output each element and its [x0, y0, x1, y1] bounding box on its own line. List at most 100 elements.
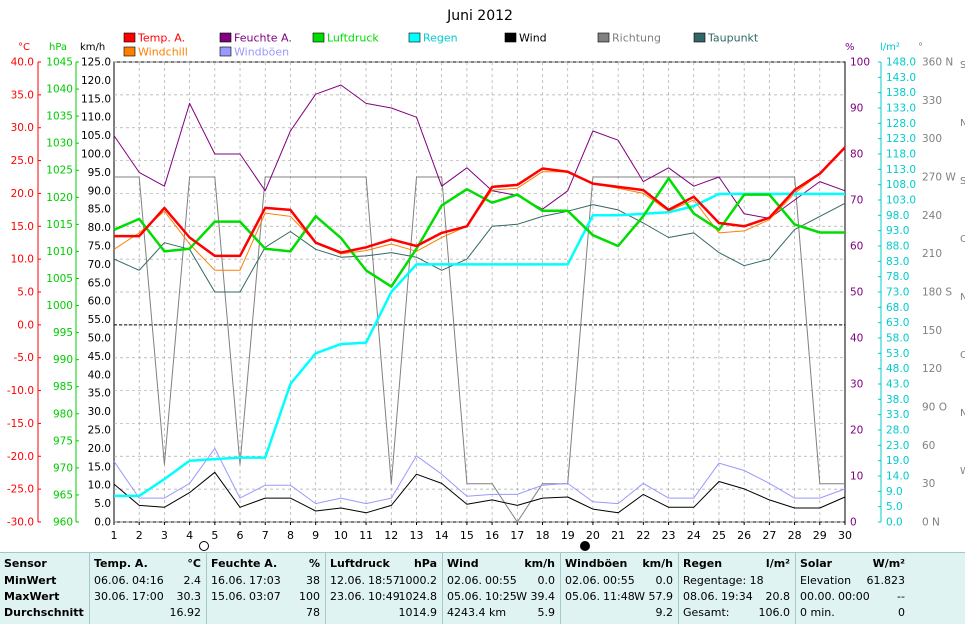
- legend-swatch: [597, 32, 610, 43]
- humidity-tick-label: 80: [850, 149, 863, 161]
- temp-tick-label: 15.0: [11, 221, 34, 233]
- rain-tick-label: 43.0: [886, 379, 909, 391]
- rain-tick-label: 138.0: [886, 87, 916, 99]
- stats-solar-elevation: 61.823: [866, 574, 906, 587]
- rain-tick-label: 48.0: [886, 363, 909, 375]
- stats-wind-max-time: 10:25: [485, 590, 517, 603]
- pressure-tick-label: 965: [53, 489, 73, 501]
- legend-label: Wind: [519, 32, 547, 45]
- direction-tick-label: 180 S: [922, 287, 952, 299]
- x-tick-label: 26: [737, 529, 751, 542]
- temp-tick-label: 30.0: [11, 122, 34, 134]
- stats-humidity-unit: %: [308, 557, 320, 570]
- stats-humidity-header: Feuchte A.: [211, 557, 278, 570]
- stats-pressure-max-time: 10:49: [368, 590, 400, 603]
- stats-solar-min-value: 0: [898, 606, 905, 619]
- temp-tick-label: -10.0: [7, 385, 34, 397]
- wind-tick-label: 0.0: [94, 517, 111, 529]
- temp-tick-label: -5.0: [14, 352, 35, 364]
- stats-temp-unit: °C: [187, 557, 201, 570]
- stats-col-temp: Temp. A. °C 06.06. 04:16 2.4 30.06. 17:00 30.…: [89, 553, 207, 624]
- direction-tick-label: 150: [922, 325, 942, 337]
- pressure-tick-label: 970: [53, 462, 73, 474]
- rain-tick-label: 78.0: [886, 271, 909, 283]
- stats-humidity-min-value: 38: [306, 574, 320, 587]
- wind-tick-label: 105.0: [81, 130, 111, 142]
- stats-col-rain: Regen l/m² Regentage: 18 08.06. 19:34 20.8 …: [678, 553, 796, 624]
- stats-wind-max-date: 05.06.: [447, 590, 482, 603]
- rain-tick-label: 83.0: [886, 256, 909, 268]
- rain-tick-label: 118.0: [886, 149, 916, 161]
- legend-label: Windböen: [234, 46, 289, 59]
- x-tick-label: 13: [409, 529, 423, 542]
- legend-swatch: [123, 32, 136, 43]
- stats-pressure-min-date: 12.06.: [330, 574, 365, 587]
- stats-temp-min-value: 2.4: [183, 574, 202, 587]
- x-tick-label: 6: [237, 529, 244, 542]
- x-tick-label: 4: [186, 529, 193, 542]
- stats-humidity-min-date: 16.06.: [211, 574, 246, 587]
- pressure-tick-label: 1000: [46, 300, 73, 312]
- wind-tick-label: 50.0: [88, 333, 111, 345]
- stats-temp-min-date: 06.06.: [94, 574, 129, 587]
- direction-tick-label: 30: [922, 478, 935, 490]
- stats-gust-min-value: 0.0: [655, 574, 674, 587]
- stats-gust-min-time: 00:55: [603, 574, 635, 587]
- wind-tick-label: 5.0: [94, 498, 111, 510]
- moon-icons: [199, 541, 590, 551]
- stats-solar-header: Solar: [800, 557, 833, 570]
- direction-compass-label: S: [960, 60, 965, 71]
- direction-tick-label: 330: [922, 95, 942, 107]
- x-tick-label: 17: [510, 529, 524, 542]
- direction-compass-label: N: [960, 292, 965, 303]
- temp-tick-label: 20.0: [11, 188, 34, 200]
- rain-tick-label: 128.0: [886, 118, 916, 130]
- series-line-wind: [113, 471, 846, 514]
- x-tick-label: 22: [636, 529, 650, 542]
- stats-rain-max-value: 20.8: [765, 590, 791, 603]
- stats-solar-unit: W/m²: [872, 557, 905, 570]
- stats-col-sensor: Sensor MinWert MaxWert Durchschnitt: [0, 553, 89, 624]
- x-tick-label: 11: [359, 529, 373, 542]
- stats-solar-max-value: --: [897, 590, 905, 603]
- x-tick-label: 1: [111, 529, 118, 542]
- pressure-tick-label: 1035: [46, 111, 73, 123]
- humidity-tick-label: 100: [850, 57, 870, 69]
- rain-tick-label: 9.0: [886, 486, 903, 498]
- temp-tick-label: -15.0: [7, 418, 34, 430]
- wind-tick-label: 75.0: [88, 241, 111, 253]
- temp-tick-label: 40.0: [11, 57, 34, 69]
- pressure-tick-label: 1040: [46, 84, 73, 96]
- rain-tick-label: 53.0: [886, 348, 909, 360]
- stats-avg-label: Durchschnitt: [4, 606, 84, 619]
- humidity-tick-label: 50: [850, 287, 863, 299]
- stats-temp-header: Temp. A.: [94, 557, 148, 570]
- legend-label: Regen: [423, 32, 458, 45]
- stats-gust-max-value: W 57.9: [634, 590, 673, 603]
- direction-tick-label: 240: [922, 210, 942, 222]
- wind-tick-label: 15.0: [88, 461, 111, 473]
- stats-temp-max-value: 30.3: [176, 590, 202, 603]
- temp-tick-label: 25.0: [11, 155, 34, 167]
- rain-tick-label: 88.0: [886, 241, 909, 253]
- x-tick-label: 23: [662, 529, 676, 542]
- x-tick-label: 30: [838, 529, 852, 542]
- wind-tick-label: 120.0: [81, 75, 111, 87]
- wind-tick-label: 55.0: [88, 314, 111, 326]
- x-tick-label: 2: [136, 529, 143, 542]
- stats-gust-min-date: 02.06.: [565, 574, 600, 587]
- rain-tick-label: 68.0: [886, 302, 909, 314]
- pressure-tick-label: 975: [53, 435, 73, 447]
- humidity-tick-label: 0: [850, 517, 857, 529]
- stats-max-label: MaxWert: [4, 590, 60, 603]
- series-line-taupunkt: [113, 202, 846, 293]
- x-tick-label: 9: [312, 529, 319, 542]
- rain-tick-label: 108.0: [886, 179, 916, 191]
- x-tick-label: 19: [561, 529, 575, 542]
- x-tick-label: 7: [262, 529, 269, 542]
- stats-wind-min-time: 00:55: [485, 574, 517, 587]
- direction-compass-label: O: [960, 350, 965, 361]
- humidity-tick-label: 20: [850, 425, 863, 437]
- pressure-tick-label: 1020: [46, 192, 73, 204]
- legend-label: Richtung: [612, 32, 661, 45]
